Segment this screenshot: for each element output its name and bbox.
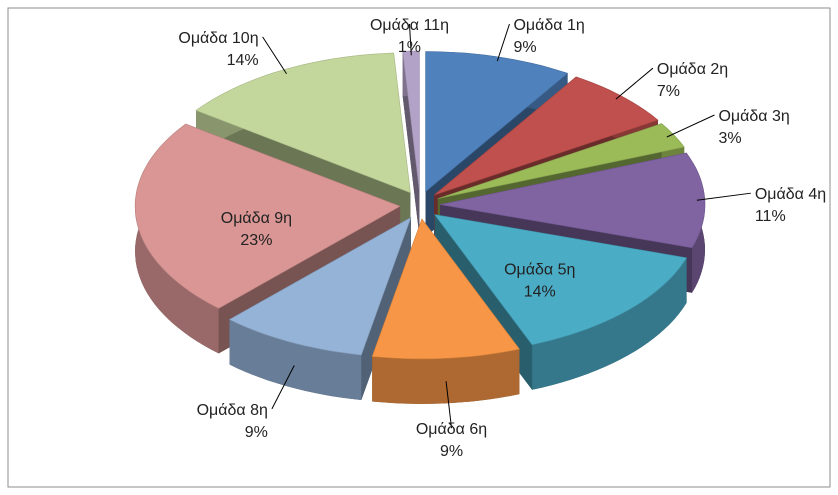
- slice-group: [402, 50, 420, 236]
- slice: [425, 51, 569, 193]
- slice-group: [371, 218, 520, 404]
- value-label: 9%: [513, 39, 536, 56]
- slice: [371, 218, 520, 360]
- slice-wall: [372, 349, 520, 404]
- value-label: 14%: [227, 52, 259, 69]
- data-label: Ομάδα 2η 7%: [657, 61, 728, 100]
- data-label: Ομάδα 8η 9%: [197, 402, 268, 441]
- category-label: Ομάδα 5η: [504, 261, 575, 278]
- category-label: Ομάδα 6η: [416, 421, 487, 438]
- slice-wall: [532, 257, 687, 390]
- data-label: Ομάδα 9η 23%: [221, 210, 292, 249]
- category-label: Ομάδα 1η: [513, 17, 584, 34]
- value-label: 7%: [657, 83, 680, 100]
- category-label: Ομάδα 10η: [178, 30, 258, 47]
- slice: [195, 52, 411, 194]
- data-label: Ομάδα 1η 9%: [513, 17, 584, 56]
- leader-line: [615, 67, 654, 100]
- leader-line: [696, 192, 751, 201]
- value-label: 23%: [240, 232, 272, 249]
- value-label: 9%: [245, 424, 268, 441]
- slice-wall: [229, 319, 362, 400]
- data-label: Ομάδα 5η 14%: [504, 261, 575, 300]
- data-label: Ομάδα 10η 14%: [178, 30, 258, 69]
- value-label: 14%: [524, 283, 556, 300]
- leader-line: [408, 23, 412, 56]
- slice: [437, 123, 685, 199]
- slice: [228, 216, 412, 356]
- value-label: 3%: [718, 130, 741, 147]
- leader-line: [666, 114, 715, 138]
- category-label: Ομάδα 3η: [718, 108, 789, 125]
- pie: [134, 50, 706, 404]
- leader-line: [262, 36, 287, 75]
- slice: [439, 152, 706, 249]
- slice-group: [228, 216, 412, 400]
- value-label: 11%: [755, 208, 786, 225]
- leader-line: [445, 381, 453, 429]
- value-label: 9%: [440, 443, 463, 460]
- category-label: Ομάδα 9η: [221, 210, 292, 227]
- data-label: Ομάδα 4η 11%: [755, 186, 826, 225]
- slice-side: [402, 51, 420, 236]
- leader-line: [496, 23, 510, 62]
- slice: [433, 76, 659, 196]
- data-label: Ομάδα 6η 9%: [416, 421, 487, 460]
- leader-line: [271, 365, 295, 410]
- slice: [433, 214, 688, 346]
- category-label: Ομάδα 11η: [370, 17, 449, 34]
- data-label: Ομάδα 11η 1%: [370, 17, 449, 56]
- labels: Ομάδα 1η 9% Ομάδα 2η 7% Ομάδα 3η 3% Ομάδα 4η 11…: [178, 17, 826, 460]
- slice: [134, 123, 401, 309]
- category-label: Ομάδα 4η: [755, 186, 826, 203]
- category-label: Ομάδα 2η: [657, 61, 728, 78]
- category-label: Ομάδα 8η: [197, 402, 268, 419]
- data-label: Ομάδα 3η 3%: [718, 108, 789, 147]
- value-label: 1%: [398, 39, 421, 56]
